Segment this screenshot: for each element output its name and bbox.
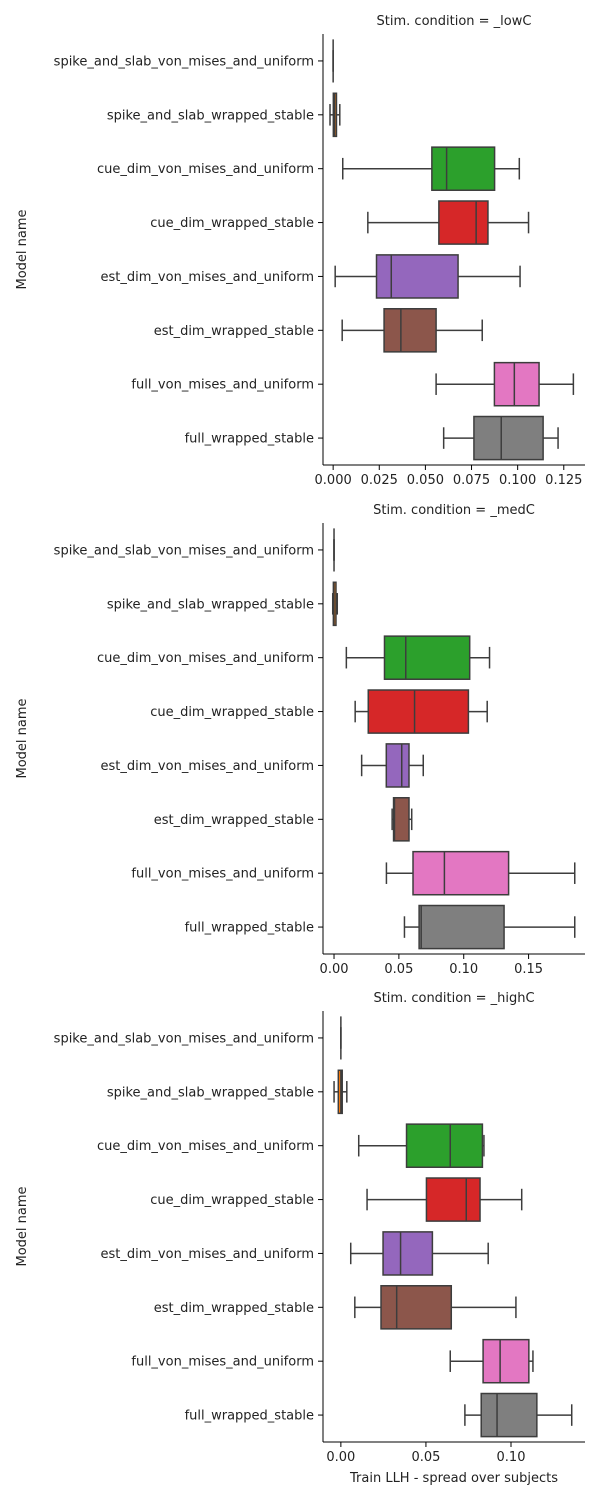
y-axis-label: Model name: [15, 1186, 30, 1266]
box-body: [385, 743, 410, 788]
box-body: [418, 904, 505, 950]
x-tick-label: 0.15: [514, 962, 543, 977]
box-body: [375, 254, 459, 299]
y-tick-label: spike_and_slab_von_mises_and_uniform: [54, 1031, 314, 1046]
box-body: [438, 200, 489, 245]
facet-panel-1: Stim. condition = _lowC spike_and_slab_vo…: [15, 14, 585, 488]
box-body: [392, 797, 410, 842]
facet-panel-3: Stim. condition = _highC spike_and_slab_v…: [15, 991, 585, 1486]
box-full_wrapped_stable: [464, 1392, 573, 1438]
y-tick-label: est_dim_wrapped_stable: [154, 1301, 314, 1316]
box-est_dim_wrapped_stable: [341, 308, 483, 353]
y-tick-label: cue_dim_wrapped_stable: [150, 1193, 314, 1208]
y-tick-label: spike_and_slab_von_mises_and_uniform: [54, 543, 314, 558]
y-tick-label: cue_dim_von_mises_and_uniform: [97, 651, 314, 666]
box-est_dim_wrapped_stable: [354, 1285, 517, 1330]
y-tick-label: full_wrapped_stable: [185, 1409, 314, 1424]
box-full_von_mises_and_uniform: [449, 1338, 534, 1384]
box-body: [493, 361, 540, 407]
x-tick-label: 0.075: [453, 473, 490, 488]
box-cue_dim_wrapped_stable: [367, 200, 530, 245]
y-tick-label: full_von_mises_and_uniform: [131, 867, 314, 882]
y-tick-label: full_von_mises_and_uniform: [131, 1355, 314, 1370]
x-tick-label: 0.10: [497, 1450, 526, 1465]
x-tick-label: 0.000: [315, 473, 352, 488]
box-cue_dim_wrapped_stable: [354, 689, 488, 734]
box-body: [367, 689, 470, 734]
box-body: [383, 308, 437, 353]
box-body: [405, 1123, 484, 1168]
box-body: [380, 1285, 453, 1330]
y-tick-label: cue_dim_von_mises_and_uniform: [97, 162, 314, 177]
y-tick-label: est_dim_von_mises_and_uniform: [101, 759, 314, 774]
box-est_dim_wrapped_stable: [391, 797, 413, 842]
box-full_von_mises_and_uniform: [435, 361, 575, 407]
box-est_dim_von_mises_and_uniform: [360, 743, 425, 788]
x-tick-label: 0.05: [384, 962, 413, 977]
box-body: [383, 635, 471, 680]
x-tick-label: 0.050: [407, 473, 444, 488]
box-body: [480, 1392, 538, 1438]
facet-title: Stim. condition = _lowC: [377, 14, 532, 29]
y-tick-label: full_wrapped_stable: [185, 432, 314, 447]
box-spike_and_slab_wrapped_stable: [329, 92, 341, 138]
y-axis-label: Model name: [15, 698, 30, 778]
y-tick-label: cue_dim_von_mises_and_uniform: [97, 1139, 314, 1154]
x-tick-label: 0.025: [361, 473, 398, 488]
box-est_dim_von_mises_and_uniform: [349, 1231, 489, 1276]
box-cue_dim_von_mises_and_uniform: [357, 1123, 485, 1168]
x-tick-label: 0.10: [449, 962, 478, 977]
box-full_von_mises_and_uniform: [385, 850, 576, 896]
box-body: [473, 415, 544, 461]
y-tick-label: spike_and_slab_wrapped_stable: [107, 1085, 314, 1100]
box-body: [425, 1177, 481, 1222]
y-tick-label: cue_dim_wrapped_stable: [150, 705, 314, 720]
y-tick-label: full_wrapped_stable: [185, 921, 314, 936]
box-spike_and_slab_wrapped_stable: [331, 581, 339, 627]
box-est_dim_von_mises_and_uniform: [334, 254, 521, 299]
y-tick-label: est_dim_wrapped_stable: [154, 813, 314, 828]
y-tick-label: spike_and_slab_wrapped_stable: [107, 597, 314, 612]
box-full_wrapped_stable: [403, 904, 576, 950]
box-body: [382, 1231, 434, 1276]
box-full_wrapped_stable: [442, 415, 559, 461]
y-tick-label: spike_and_slab_wrapped_stable: [107, 108, 314, 123]
facet-title: Stim. condition = _highC: [373, 991, 534, 1006]
box-body: [431, 146, 496, 191]
facet-panel-2: Stim. condition = _medC spike_and_slab_vo…: [15, 503, 585, 977]
box-cue_dim_von_mises_and_uniform: [341, 146, 521, 191]
y-tick-label: est_dim_von_mises_and_uniform: [101, 270, 314, 285]
y-axis-label: Model name: [15, 209, 30, 289]
y-tick-label: est_dim_wrapped_stable: [154, 324, 314, 339]
box-body: [412, 850, 510, 896]
x-tick-label: 0.125: [545, 473, 582, 488]
box-body: [482, 1338, 530, 1384]
y-tick-label: cue_dim_wrapped_stable: [150, 216, 314, 231]
x-tick-label: 0.00: [326, 1450, 355, 1465]
y-tick-label: full_von_mises_and_uniform: [131, 378, 314, 393]
box-spike_and_slab_wrapped_stable: [333, 1069, 348, 1115]
x-tick-label: 0.00: [320, 962, 349, 977]
facet-title: Stim. condition = _medC: [373, 503, 535, 518]
box-cue_dim_wrapped_stable: [366, 1177, 523, 1222]
box-cue_dim_von_mises_and_uniform: [345, 635, 491, 680]
x-axis-label: Train LLH - spread over subjects: [349, 1471, 558, 1486]
x-tick-label: 0.100: [499, 473, 536, 488]
y-tick-label: spike_and_slab_von_mises_and_uniform: [54, 54, 314, 69]
y-tick-label: est_dim_von_mises_and_uniform: [101, 1247, 314, 1262]
x-tick-label: 0.05: [411, 1450, 440, 1465]
